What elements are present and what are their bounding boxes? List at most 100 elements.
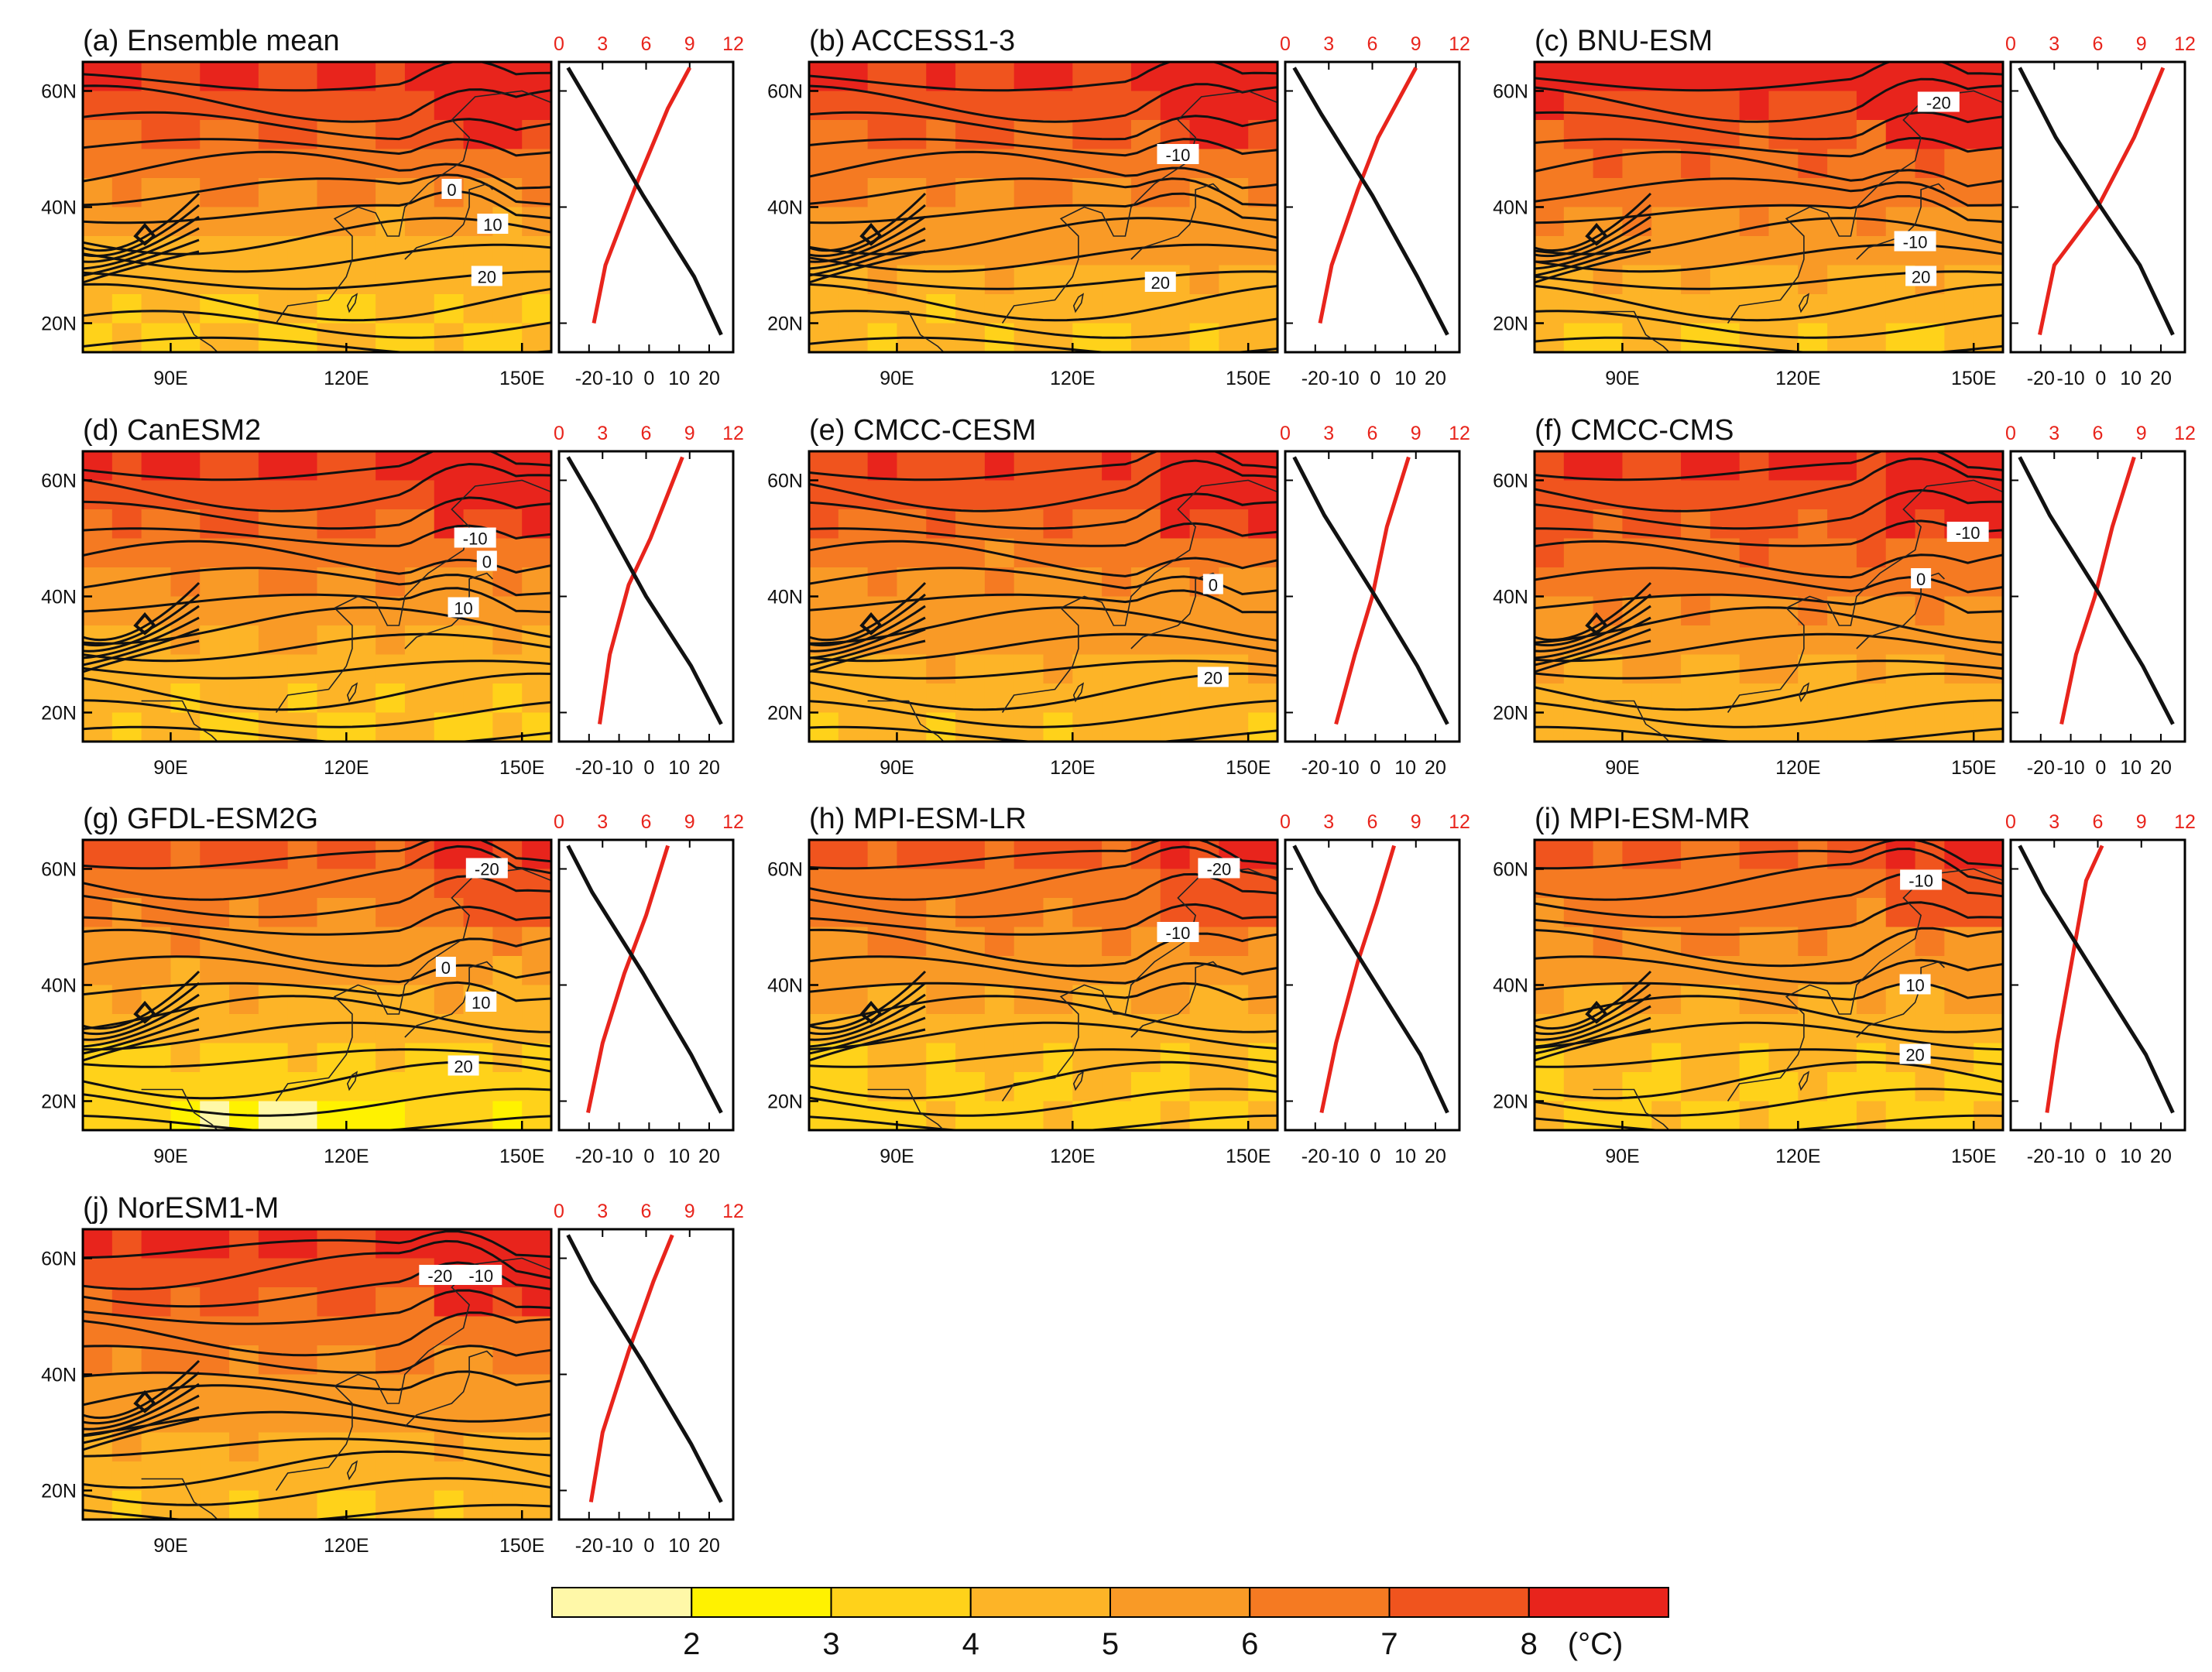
warming-cell xyxy=(1681,509,1711,540)
warming-cell xyxy=(346,625,376,656)
colorbar-label: 7 xyxy=(1380,1627,1398,1661)
lat-tick-label: 40N xyxy=(767,587,803,608)
warming-cell xyxy=(1651,91,1682,121)
warming-cell xyxy=(1651,956,1682,986)
warming-cell xyxy=(897,1043,928,1073)
warming-cell xyxy=(229,625,259,656)
warming-cell xyxy=(1768,1043,1799,1073)
warming-cell xyxy=(1130,684,1161,714)
wind-contour xyxy=(83,190,551,224)
warming-cell xyxy=(1885,323,1916,352)
warming-cell xyxy=(1974,265,2003,295)
profile-bottom-tick-label: 10 xyxy=(668,757,690,779)
warming-cell xyxy=(1739,294,1770,324)
warming-cell xyxy=(111,323,142,352)
warming-cell xyxy=(1739,927,1770,957)
contour-label: 20 xyxy=(1912,268,1930,287)
wind-contour xyxy=(83,227,200,270)
warming-cell xyxy=(1160,62,1191,92)
coastline-bay-of-bengal xyxy=(141,310,218,352)
wind-profile-line xyxy=(1292,67,1449,336)
warming-cell xyxy=(1622,898,1653,928)
warming-cell xyxy=(1856,1072,1887,1102)
warming-cell xyxy=(809,294,839,324)
warming-cell xyxy=(1739,869,1770,899)
warming-cell xyxy=(258,596,289,626)
warming-cell xyxy=(1248,62,1277,92)
warming-cell xyxy=(463,712,494,742)
warming-cell xyxy=(1043,294,1074,324)
warming-cell xyxy=(1681,869,1711,899)
wind-contour xyxy=(83,496,551,530)
lat-tick-label: 60N xyxy=(41,1249,77,1270)
warming-cell xyxy=(287,1461,318,1492)
warming-cell xyxy=(404,149,435,179)
wind-profile-line xyxy=(1292,456,1449,725)
contour-label-box xyxy=(1900,869,1943,890)
contour-label-box xyxy=(1899,1043,1931,1064)
warming-cell xyxy=(346,840,376,870)
warming-cell xyxy=(83,567,113,598)
warming-cell xyxy=(1072,1014,1103,1044)
profile-top-tick-label: 6 xyxy=(641,811,652,833)
warming-cell xyxy=(926,625,956,656)
warming-cell xyxy=(404,1043,435,1073)
lon-tick-label: 90E xyxy=(153,368,187,389)
warming-cell xyxy=(1651,236,1682,266)
warming-cell xyxy=(1681,956,1711,986)
profile-bottom-tick-label: -10 xyxy=(1332,368,1360,389)
warming-cell xyxy=(111,1316,142,1346)
warming-cell xyxy=(200,869,230,899)
warming-cell xyxy=(926,120,956,150)
warming-cell xyxy=(229,1014,259,1044)
wind-contour xyxy=(809,238,926,277)
warming-cell xyxy=(897,684,928,714)
warming-cell xyxy=(1622,869,1653,899)
warming-cell xyxy=(1768,1072,1799,1102)
warming-cell xyxy=(1681,178,1711,208)
warming-cell xyxy=(1219,1072,1249,1102)
wind-contour xyxy=(83,606,551,645)
wind-contour xyxy=(809,1021,1277,1050)
coastline-taiwan xyxy=(346,682,358,703)
warming-cell xyxy=(1563,869,1594,899)
lon-tick-label: 150E xyxy=(1951,1146,1996,1167)
profile-top-tick-label: 12 xyxy=(2174,811,2196,833)
warming-cell xyxy=(1739,1014,1770,1044)
warming-cell xyxy=(404,1101,435,1130)
warming-cell xyxy=(1710,1043,1740,1073)
warming-cell xyxy=(141,654,172,684)
warming-cell xyxy=(376,120,406,150)
warming-map xyxy=(1535,62,2003,352)
wind-contour xyxy=(1535,1088,2003,1117)
wind-contour xyxy=(1535,605,1651,653)
profile-top-tick-label: 0 xyxy=(554,811,564,833)
coastline xyxy=(275,868,551,1102)
warming-cell xyxy=(287,927,318,957)
panel-a: (a) Ensemble mean 0 10 20 20N 40N 60N 90E 120E 15… xyxy=(41,25,744,389)
profile-top-tick-label: 6 xyxy=(641,33,652,55)
profile-top-tick-label: 9 xyxy=(684,423,695,444)
warming-cell xyxy=(200,207,230,237)
panel-g: (g) GFDL-ESM2G -20 0 10 20 20N 40N 60N 90E 120E 15… xyxy=(41,803,744,1167)
lat-tick-label: 60N xyxy=(41,859,77,881)
closed-contour xyxy=(133,222,156,246)
warming-cell xyxy=(1248,840,1277,870)
warming-cell xyxy=(1710,178,1740,208)
wind-contour xyxy=(1535,606,2003,644)
warming-cell xyxy=(1827,509,1857,540)
warming-cell xyxy=(1651,480,1682,510)
contour-label: 0 xyxy=(1916,570,1926,589)
wind-contour xyxy=(809,725,1277,742)
lon-tick-label: 150E xyxy=(1226,757,1271,779)
lat-tick-label: 40N xyxy=(767,975,803,997)
warming-cell xyxy=(141,1432,172,1462)
colorbar-segment xyxy=(969,1587,1111,1618)
warming-cell xyxy=(434,684,465,714)
profile-bottom-tick-label: 20 xyxy=(1425,757,1446,779)
wind-contour xyxy=(1535,699,2003,728)
warming-cell xyxy=(141,120,172,150)
warming-cell xyxy=(170,149,201,179)
warming-cell xyxy=(1622,120,1653,150)
